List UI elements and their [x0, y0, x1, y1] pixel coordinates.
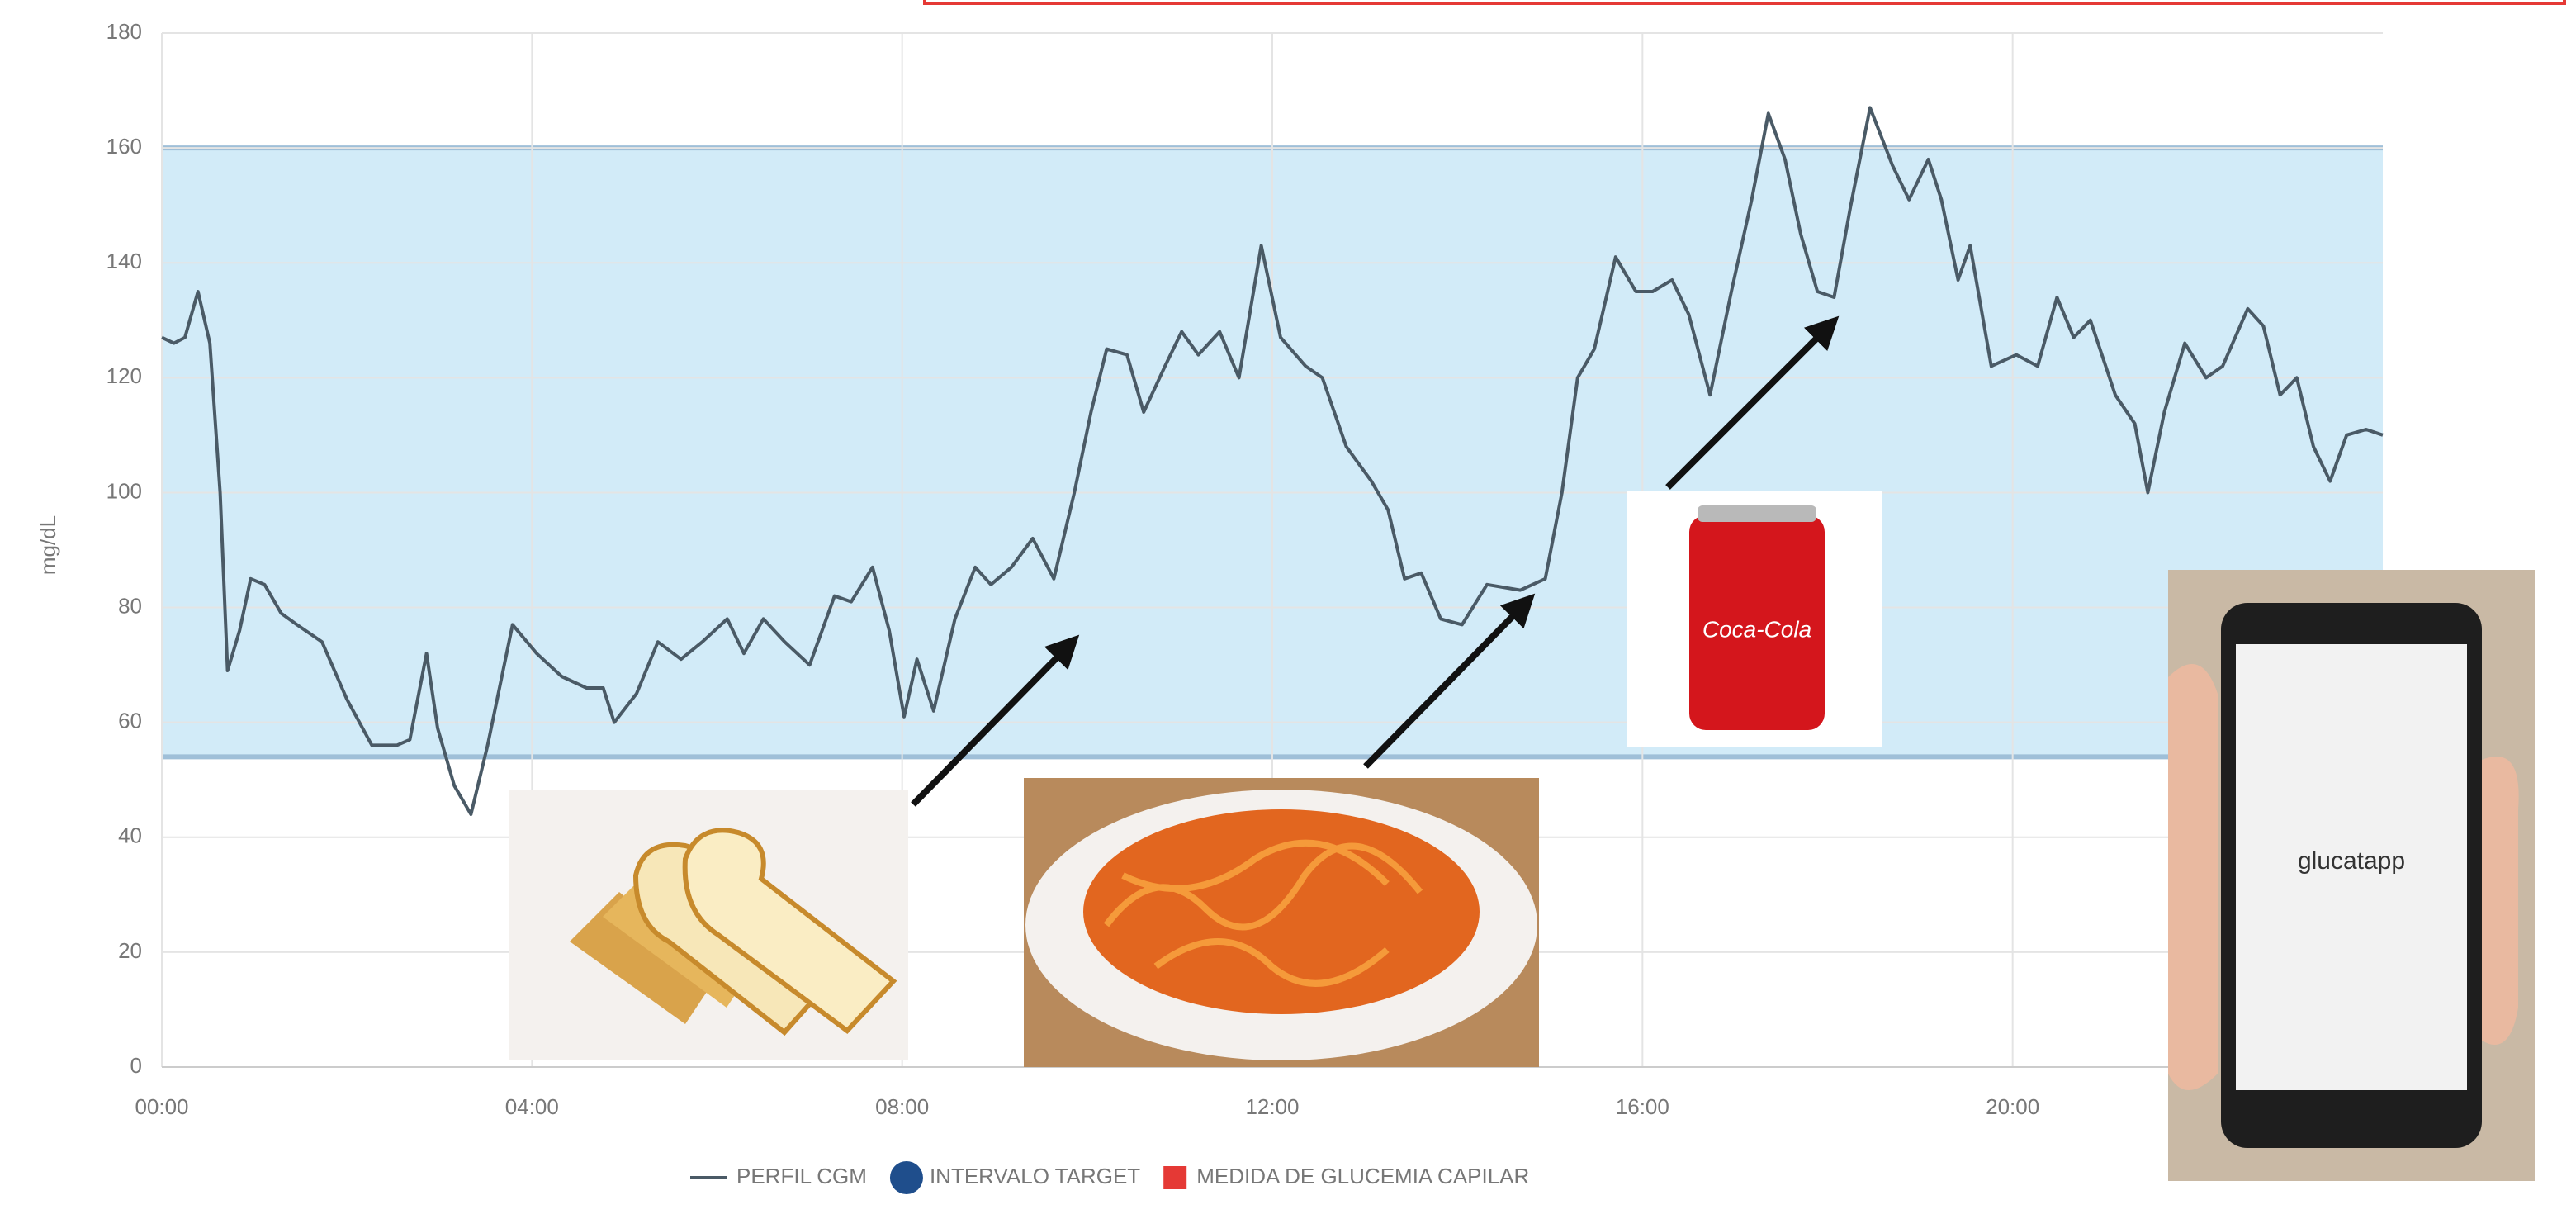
- legend-label: MEDIDA DE GLUCEMIA CAPILAR: [1196, 1164, 1529, 1188]
- arrow: [911, 634, 1080, 807]
- y-tick-label: 0: [130, 1053, 142, 1078]
- x-tick-label: 16:00: [1616, 1094, 1669, 1119]
- legend-label: INTERVALO TARGET: [930, 1164, 1140, 1188]
- phone-picture: glucatapp: [2168, 570, 2535, 1181]
- phone-text: glucatapp: [2298, 847, 2405, 875]
- y-tick-label: 80: [118, 593, 142, 618]
- y-tick-label: 160: [107, 134, 142, 159]
- plot-area: 0 20 40 60 80 100 120 140 160 180 00:00 04:00 08:00 1…: [107, 19, 2384, 1119]
- legend-square: [1163, 1166, 1187, 1189]
- bread-picture: [509, 790, 908, 1060]
- x-tick-label: 08:00: [875, 1094, 929, 1119]
- legend-dot: [889, 1161, 923, 1194]
- legend: PERFIL CGM INTERVALO TARGET MEDIDA DE GLUC…: [690, 1161, 1529, 1194]
- y-tick-label: 40: [118, 823, 142, 848]
- can-picture: Coca-Cola: [1627, 491, 1882, 747]
- x-tick-label: 12:00: [1245, 1094, 1299, 1119]
- y-tick-label: 140: [107, 249, 142, 273]
- highlight-box: [923, 0, 2566, 5]
- can-text: Coca-Cola: [1702, 616, 1811, 642]
- y-axis-label: mg/dL: [36, 515, 60, 575]
- y-tick-label: 60: [118, 709, 142, 733]
- x-tick-label: 04:00: [505, 1094, 559, 1119]
- legend-label: PERFIL CGM: [736, 1164, 867, 1188]
- y-tick-label: 180: [107, 19, 142, 44]
- y-tick-label: 100: [107, 478, 142, 503]
- x-tick-label: 00:00: [135, 1094, 188, 1119]
- x-tick-label: 20:00: [1986, 1094, 2039, 1119]
- cgm-line: [161, 106, 2384, 816]
- y-tick-label: 20: [118, 938, 142, 963]
- arrow: [1665, 315, 1840, 490]
- arrow: [1363, 593, 1536, 769]
- pasta-picture: [1024, 778, 1539, 1067]
- y-tick-label: 120: [107, 363, 142, 388]
